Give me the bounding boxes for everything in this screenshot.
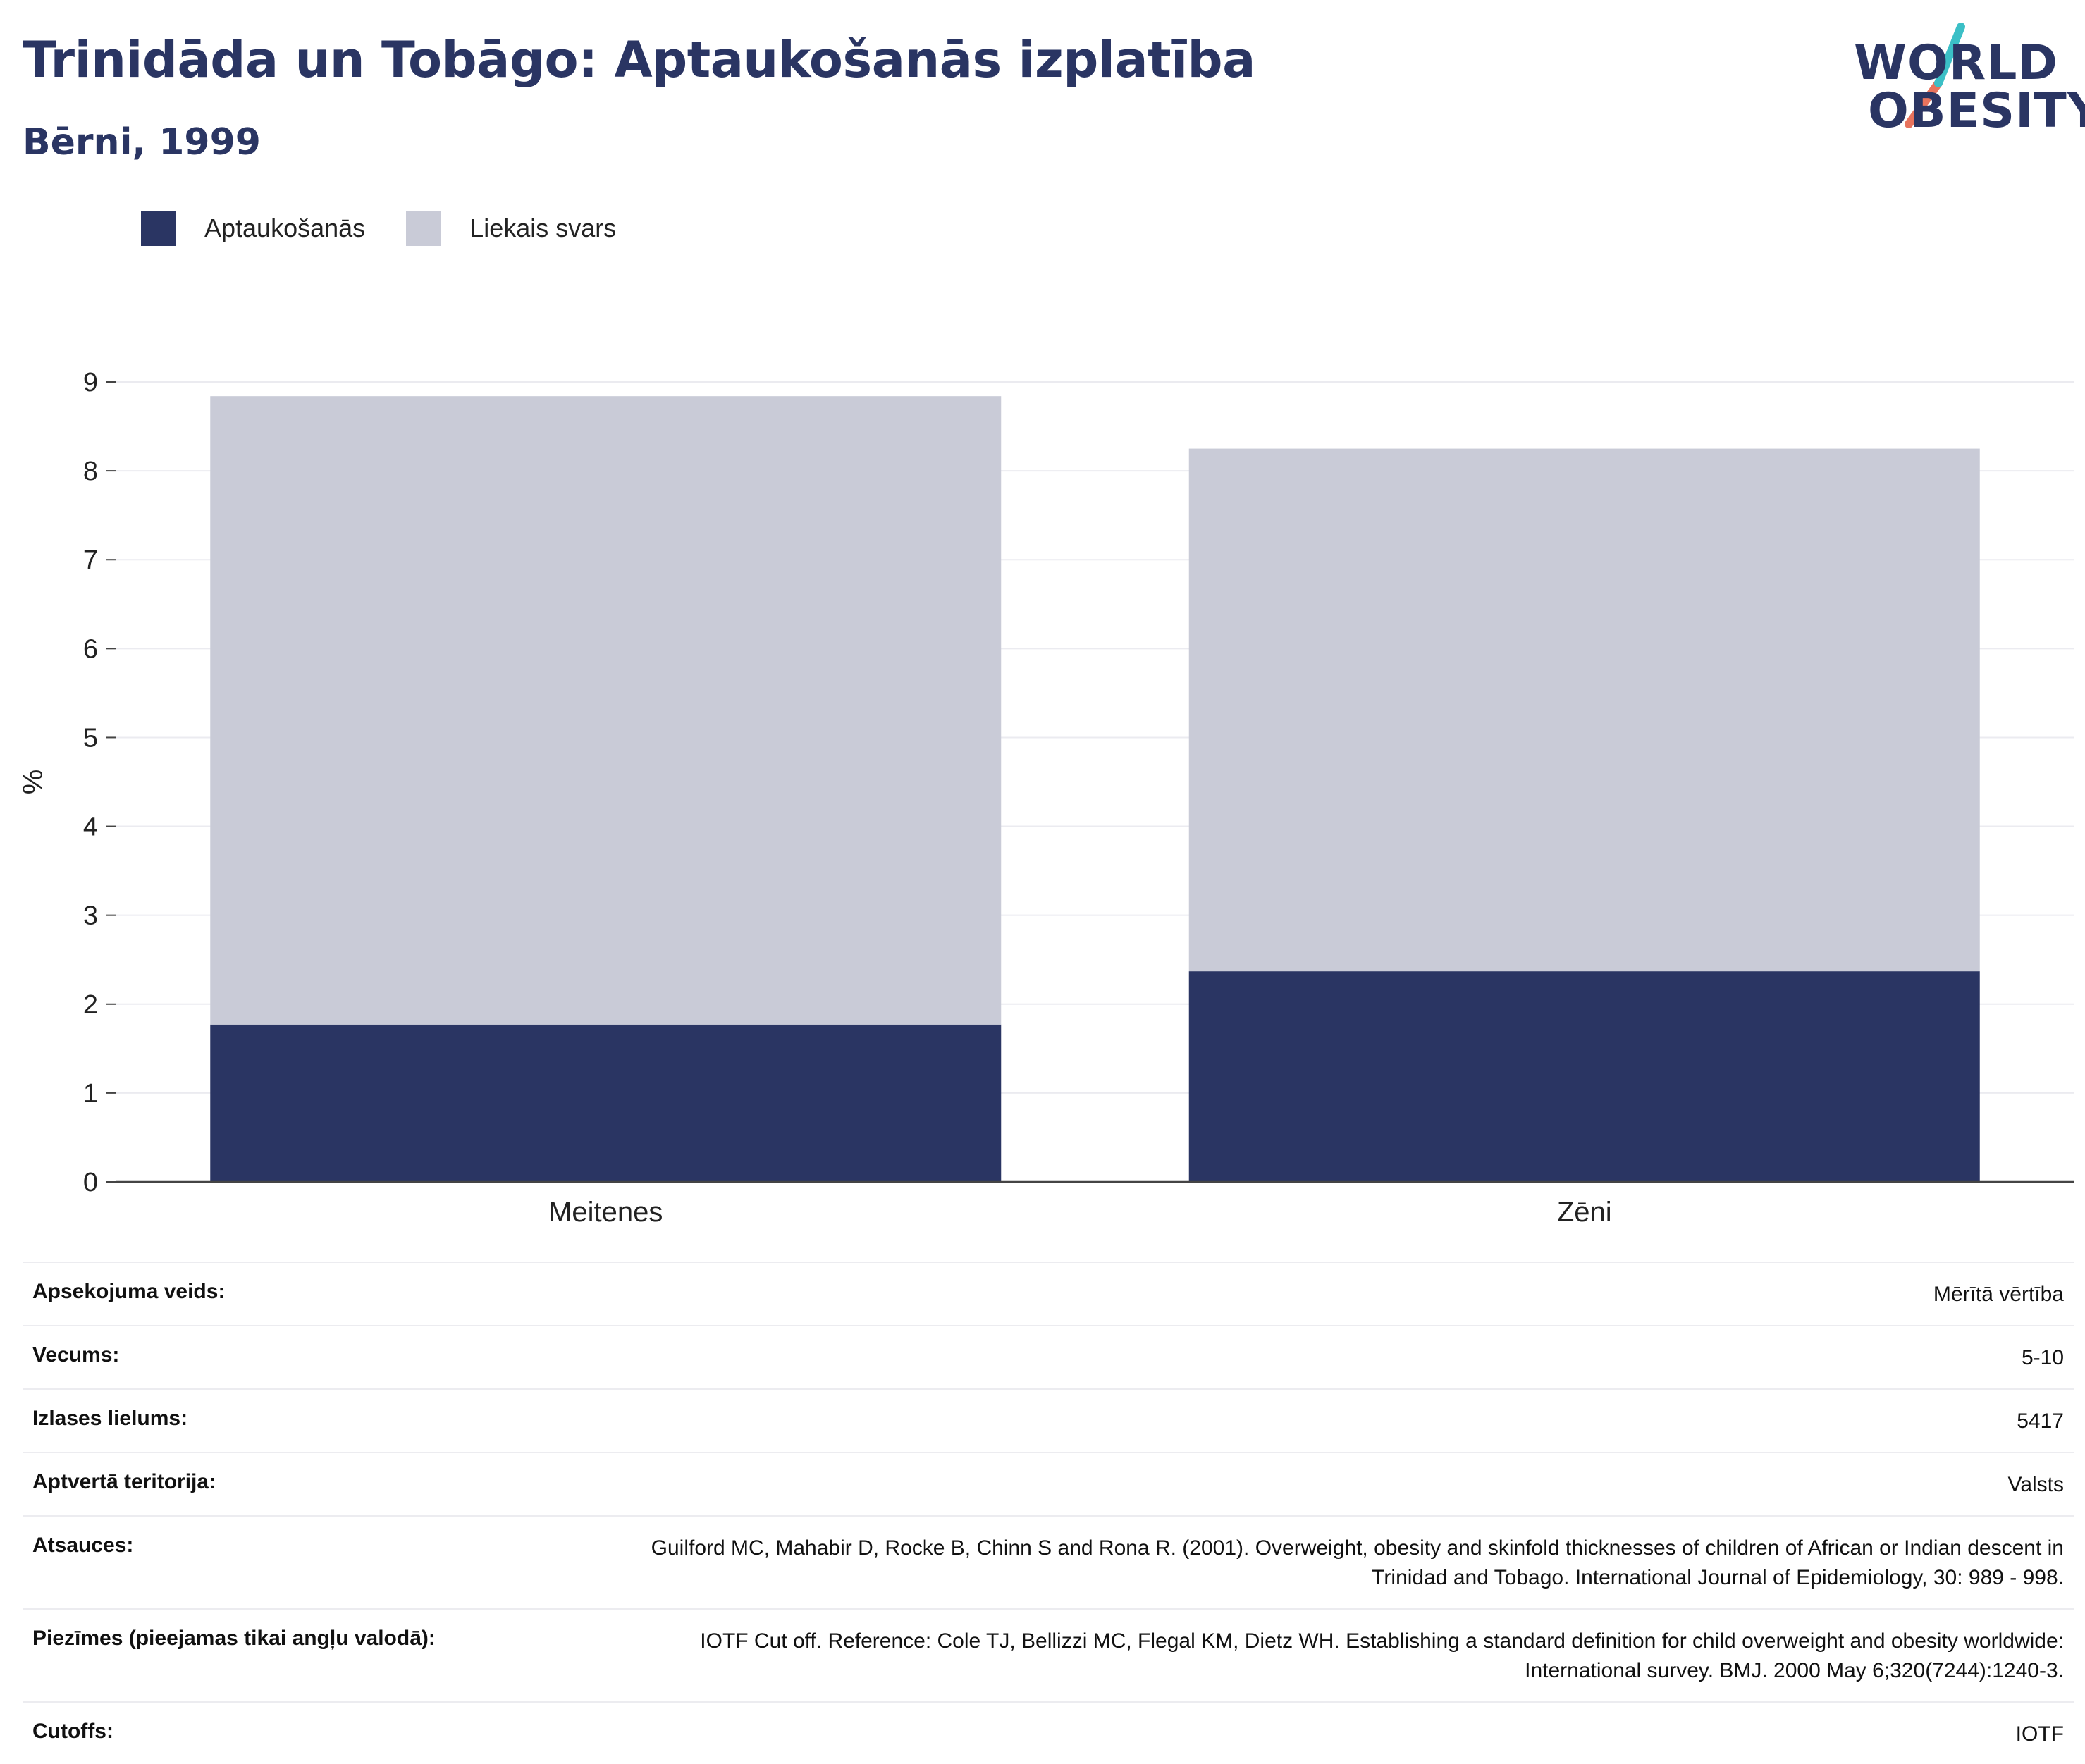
info-value: 5-10	[2021, 1346, 2064, 1369]
chart-subtitle: Bērni, 1999	[23, 121, 261, 164]
info-row-coverage: Aptvertā teritorija: Valsts	[23, 1452, 2074, 1515]
logo-word-world: WORLD	[1854, 35, 2058, 91]
bar-overweight-0	[210, 396, 1002, 1025]
legend-label-overweight: Liekais svars	[469, 214, 617, 242]
bar-overweight-1	[1188, 448, 1980, 972]
info-row-sample-size: Izlases lielums: 5417	[23, 1388, 2074, 1452]
y-tick-label: 6	[83, 634, 98, 664]
y-tick-label: 2	[83, 990, 98, 1020]
info-label: Piezīmes (pieejamas tikai angļu valodā):	[32, 1627, 436, 1650]
info-label: Aptvertā teritorija:	[32, 1470, 216, 1493]
y-tick-label: 8	[83, 457, 98, 486]
x-tick-label: Meitenes	[548, 1197, 663, 1226]
chart-legend: Aptaukošanās Liekais svars	[141, 209, 657, 248]
info-row-references: Atsauces: Guilford MC, Mahabir D, Rocke …	[23, 1515, 2074, 1608]
bar-obesity-1	[1188, 971, 1980, 1182]
y-tick-label: 9	[83, 368, 98, 397]
info-label: Atsauces:	[32, 1534, 134, 1557]
logo-slash-icon	[1905, 23, 1965, 128]
info-label: Cutoffs:	[32, 1720, 113, 1743]
y-axis-label: %	[18, 770, 49, 795]
y-tick-label: 7	[83, 545, 98, 575]
legend-item-obesity[interactable]: Aptaukošanās	[141, 211, 365, 246]
info-value: Guilford MC, Mahabir D, Rocke B, Chinn S…	[651, 1536, 2064, 1589]
y-tick-label: 0	[83, 1168, 98, 1197]
info-value: IOTF	[2015, 1722, 2064, 1746]
info-row-age: Vecums: 5-10	[23, 1325, 2074, 1388]
info-row-survey-type: Apsekojuma veids: Mērītā vērtība	[23, 1262, 2074, 1325]
survey-info-table: Apsekojuma veids: Mērītā vērtība Vecums:…	[23, 1262, 2074, 1764]
y-tick-label: 5	[83, 723, 98, 753]
info-value: Valsts	[2007, 1473, 2064, 1496]
chart-title: Trinidāda un Tobāgo: Aptaukošanās izplat…	[23, 31, 1255, 89]
info-row-cutoffs: Cutoffs: IOTF	[23, 1701, 2074, 1764]
legend-swatch-obesity	[141, 211, 176, 246]
info-label: Apsekojuma veids:	[32, 1280, 226, 1303]
y-tick-label: 3	[83, 901, 98, 931]
info-row-notes: Piezīmes (pieejamas tikai angļu valodā):…	[23, 1608, 2074, 1701]
bar-obesity-0	[210, 1024, 1002, 1182]
legend-swatch-overweight	[406, 211, 442, 246]
y-tick-label: 1	[83, 1079, 98, 1109]
info-value: IOTF Cut off. Reference: Cole TJ, Belliz…	[700, 1629, 2064, 1682]
logo-word-obesity: OBESITY	[1868, 83, 2085, 139]
info-label: Vecums:	[32, 1343, 120, 1367]
x-tick-label: Zēni	[1557, 1197, 1612, 1226]
legend-item-overweight[interactable]: Liekais svars	[406, 211, 616, 246]
info-value: Mērītā vērtība	[1933, 1283, 2064, 1306]
info-label: Izlases lielums:	[32, 1407, 188, 1430]
y-tick-label: 4	[83, 813, 98, 842]
world-obesity-logo: WORLD OBESITY	[1833, 21, 2085, 148]
stacked-bar-chart: 0 1 2 3 4 5 6 7 8 9 Meitenes Zēni%	[18, 368, 2074, 1226]
info-value: 5417	[2017, 1410, 2064, 1433]
legend-label-obesity: Aptaukošanās	[204, 214, 366, 242]
